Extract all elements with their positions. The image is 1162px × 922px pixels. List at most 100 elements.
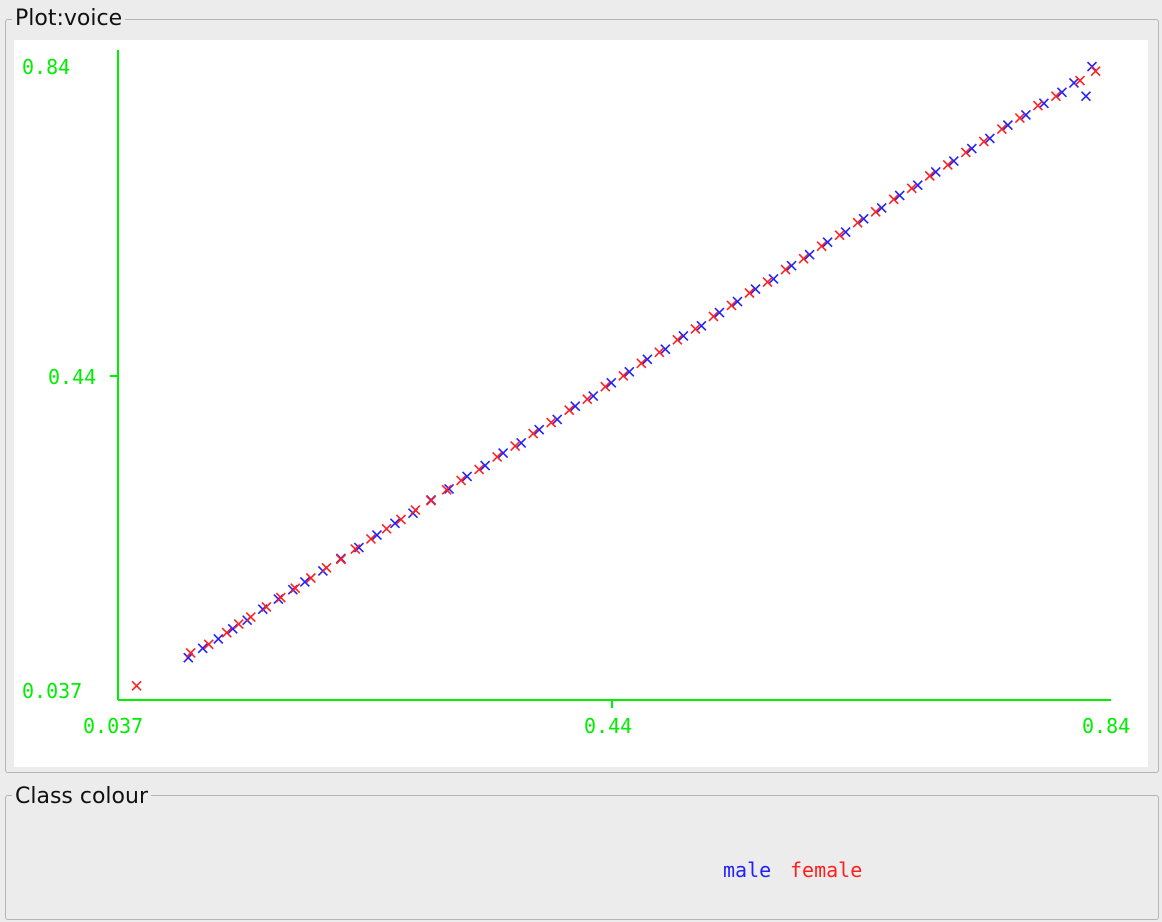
point-male-36 xyxy=(804,249,815,260)
point-female-12 xyxy=(350,544,361,555)
x-tick-label-left: 0.037 xyxy=(83,714,143,738)
point-female-33 xyxy=(708,311,719,322)
point-male-26 xyxy=(624,366,635,377)
point-female-16 xyxy=(410,505,421,516)
point-female-47 xyxy=(960,147,971,158)
point-male-32 xyxy=(732,296,743,307)
point-male-46 xyxy=(984,133,995,144)
legend-male-label[interactable]: male xyxy=(723,858,772,882)
point-male-3 xyxy=(227,623,238,634)
class-colour-panel xyxy=(5,795,1159,920)
point-female-54 xyxy=(1090,66,1101,77)
point-male-27 xyxy=(642,354,653,365)
point-female-41 xyxy=(852,217,863,228)
point-male-20 xyxy=(516,437,527,448)
point-female-26 xyxy=(582,394,593,405)
point-male-47 xyxy=(1002,120,1013,131)
point-male-41 xyxy=(894,190,905,201)
point-female-4 xyxy=(233,619,244,630)
point-female-1 xyxy=(185,647,196,659)
point-male-33 xyxy=(750,284,761,295)
plot-panel xyxy=(5,19,1159,773)
y-tick-label-top: 0.84 xyxy=(22,55,70,79)
point-male-25 xyxy=(606,377,617,388)
point-female-7 xyxy=(275,592,286,603)
point-male-23 xyxy=(570,401,581,412)
point-male-40 xyxy=(876,202,887,213)
point-female-48 xyxy=(978,136,989,147)
scatter-chart: 0.84 0.44 0.037 0.037 0.44 0.84 xyxy=(22,50,1130,738)
point-female-0 xyxy=(131,680,142,691)
point-male-43 xyxy=(930,166,941,178)
point-female-38 xyxy=(798,253,809,264)
point-male-30 xyxy=(696,320,707,331)
point-female-10 xyxy=(321,562,332,573)
x-tick-label-right: 0.84 xyxy=(1082,714,1130,738)
point-male-19 xyxy=(498,448,509,459)
point-male-35 xyxy=(786,260,797,271)
point-female-49 xyxy=(996,123,1007,135)
point-male-39 xyxy=(858,213,869,224)
point-female-3 xyxy=(221,627,232,638)
point-female-35 xyxy=(744,287,755,299)
point-male-13 xyxy=(389,518,401,529)
point-male-34 xyxy=(768,273,779,285)
point-male-48 xyxy=(1020,109,1031,121)
point-female-51 xyxy=(1032,100,1043,111)
point-female-52 xyxy=(1050,91,1062,102)
point-female-22 xyxy=(510,440,521,452)
point-female-29 xyxy=(636,358,647,369)
point-male-1 xyxy=(197,643,208,654)
point-male-45 xyxy=(966,143,977,154)
point-male-31 xyxy=(714,307,725,318)
point-female-31 xyxy=(672,334,683,345)
point-male-12 xyxy=(371,529,383,541)
point-male-18 xyxy=(480,460,491,471)
point-male-53 xyxy=(1080,91,1092,102)
point-female-23 xyxy=(528,428,539,439)
point-female-50 xyxy=(1014,113,1025,124)
point-male-16 xyxy=(443,483,455,495)
point-female-42 xyxy=(870,206,881,217)
point-female-44 xyxy=(906,183,917,194)
plot-area[interactable]: 0.84 0.44 0.037 0.037 0.44 0.84 xyxy=(14,40,1148,767)
point-male-2 xyxy=(213,633,224,644)
point-female-17 xyxy=(425,495,437,506)
point-female-45 xyxy=(924,170,935,181)
y-tick-label-bottom: 0.037 xyxy=(22,679,82,703)
point-female-6 xyxy=(261,601,272,612)
point-female-32 xyxy=(690,323,701,334)
point-male-28 xyxy=(660,344,671,355)
point-female-24 xyxy=(546,417,557,428)
point-female-34 xyxy=(726,300,737,311)
point-female-28 xyxy=(618,370,629,381)
point-female-21 xyxy=(492,451,503,463)
point-male-21 xyxy=(534,424,545,435)
point-male-29 xyxy=(678,330,689,342)
point-female-36 xyxy=(762,277,773,288)
legend-female-label[interactable]: female xyxy=(790,858,863,882)
y-tick-label-mid: 0.44 xyxy=(48,365,96,389)
point-female-40 xyxy=(834,230,845,241)
point-female-9 xyxy=(305,572,316,584)
point-female-43 xyxy=(888,194,899,205)
point-male-22 xyxy=(552,414,563,425)
point-female-25 xyxy=(564,405,575,416)
point-female-14 xyxy=(381,523,392,534)
data-points xyxy=(131,61,1101,691)
point-female-15 xyxy=(395,514,407,525)
point-male-37 xyxy=(822,237,833,248)
plot-panel-title: Plot:voice xyxy=(12,6,126,32)
point-male-38 xyxy=(840,227,851,238)
point-male-42 xyxy=(912,180,923,191)
point-female-37 xyxy=(780,264,791,275)
point-male-24 xyxy=(588,391,599,402)
class-colour-title: Class colour xyxy=(12,784,151,810)
point-female-20 xyxy=(474,464,485,475)
point-female-46 xyxy=(942,159,953,171)
point-male-8 xyxy=(299,576,310,587)
point-female-53 xyxy=(1074,75,1086,86)
point-male-44 xyxy=(948,155,959,167)
point-female-27 xyxy=(600,381,611,392)
x-tick-label-mid: 0.44 xyxy=(584,714,632,738)
